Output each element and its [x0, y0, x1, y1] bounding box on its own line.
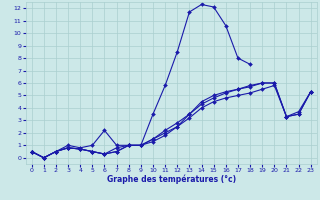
X-axis label: Graphe des températures (°c): Graphe des températures (°c) [107, 175, 236, 184]
